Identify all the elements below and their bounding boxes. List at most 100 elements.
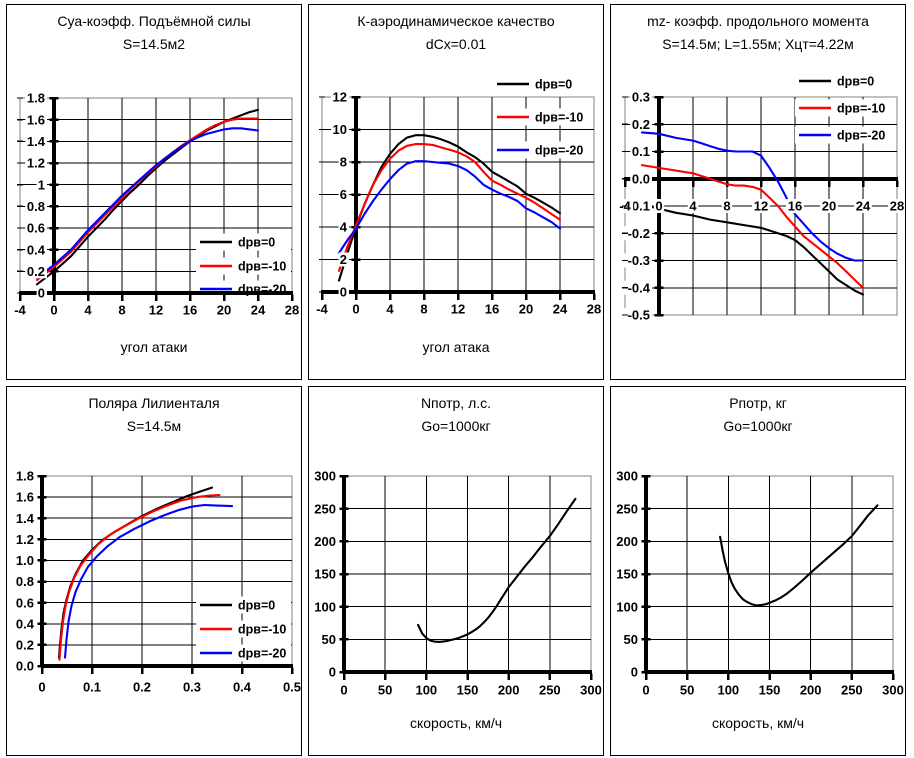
y-axis-tick-label: -0.3 <box>628 253 650 268</box>
chart-title: Nпотр, л.с. <box>420 395 492 411</box>
x-axis-tick-label: 200 <box>800 683 822 698</box>
y-axis-tick-label: 8 <box>340 155 347 170</box>
legend-label: dрв=-20 <box>535 143 583 157</box>
power-required-plot: 0 50 100 150 200 250 300 0 50 100 150 200 250 300 <box>312 469 603 698</box>
series-lines <box>57 486 234 661</box>
y-axis-tick-label: 200 <box>616 534 638 549</box>
x-axis-tick-label: 8 <box>723 199 730 214</box>
y-axis-tick-label: -0.2 <box>628 226 650 241</box>
legend-background <box>196 596 291 662</box>
y-axis-tick-label: 1.8 <box>27 91 45 106</box>
series-lines <box>337 134 562 282</box>
y-axis-tick-label: 0 <box>38 286 45 301</box>
y-axis-tick-label: 250 <box>314 501 336 516</box>
x-axis-tick-label: 4 <box>84 303 92 318</box>
tick-labels: 0 50 100 150 200 250 300 0 50 100 150 200 250 300 <box>312 469 603 698</box>
x-axis-tick-label: 0.5 <box>283 680 301 695</box>
legend: dрв=0 dрв=-10 dрв=-20 <box>799 74 885 142</box>
x-axis-title: скорость, км/ч <box>409 715 503 731</box>
gridlines <box>322 97 594 292</box>
x-axis-tick-label: 20 <box>822 199 836 214</box>
x-axis-tick-label: 150 <box>457 683 479 698</box>
border-tick-marks <box>319 96 325 293</box>
chart-title: Pпотр, кг <box>729 395 787 411</box>
y-axis-tick-label: 300 <box>314 469 336 484</box>
y-axis-tick-label: 0 <box>340 285 347 300</box>
tick-labels: -0.5-0.4-0.3-0.2-0.10.00.10.20.3-4 0 4 8 12 1… <box>616 90 905 323</box>
x-axis-tick-label: 0.3 <box>183 680 201 695</box>
y-axis-tick-label: 1.4 <box>27 134 46 149</box>
chart-title: mz- коэфф. продольного момента <box>647 13 869 29</box>
y-axis-tick-label: 0.4 <box>16 616 35 631</box>
axes <box>320 95 596 300</box>
series-line-2 <box>640 131 865 262</box>
series-lines <box>719 504 879 607</box>
series-line-0 <box>640 203 865 296</box>
x-axis-tick-label: 300 <box>882 683 904 698</box>
x-axis-tick-label: 24 <box>251 303 266 318</box>
x-axis-tick-label: 24 <box>553 302 568 317</box>
x-axis-title: угол атаки <box>120 339 188 355</box>
y-axis-tick-label: -0.4 <box>628 280 651 295</box>
y-axis-tick-label: 0.8 <box>27 199 45 214</box>
y-axis-tick-label: 0.1 <box>632 144 650 159</box>
x-axis-tick-label: 28 <box>890 199 904 214</box>
x-axis-tick-label: 12 <box>149 303 163 318</box>
x-axis-tick-label: 0 <box>38 680 45 695</box>
chart-panel-thrust-required: 0 50 100 150 200 250 300 0 50 100 150 200 250 300 Pпо… <box>610 386 906 756</box>
y-axis-tick-label: 200 <box>314 534 336 549</box>
y-axis-tick-label: 50 <box>624 632 638 647</box>
series-lines <box>417 497 577 643</box>
x-axis-tick-label: 16 <box>485 302 499 317</box>
y-axis-tick-label: 0 <box>631 665 638 680</box>
y-axis-tick-label: 6 <box>340 187 347 202</box>
axes <box>37 474 294 674</box>
series-lines <box>35 108 260 286</box>
x-axis-tick-label: 50 <box>680 683 694 698</box>
y-axis-tick-label: 300 <box>616 469 638 484</box>
legend-label: dрв=-10 <box>837 101 885 115</box>
y-axis-tick-label: 2 <box>340 252 347 267</box>
x-axis-tick-label: 8 <box>420 302 427 317</box>
x-axis-tick-label: 8 <box>118 303 125 318</box>
series-line-0 <box>417 497 577 643</box>
x-axis-title: скорость, км/ч <box>711 715 805 731</box>
chart-subtitle: S=14.5м <box>126 418 182 434</box>
y-axis-tick-label: 100 <box>314 599 336 614</box>
x-axis-tick-label: 16 <box>788 199 802 214</box>
y-axis-tick-label: 10 <box>333 122 347 137</box>
x-axis-tick-label: 12 <box>451 302 465 317</box>
y-axis-tick-label: 0 <box>329 665 336 680</box>
legend-label: dрв=-20 <box>238 646 286 660</box>
chart-panel-aerodynamic-quality: 0 2 4 6 8 10 12 -4 0 4 8 12 16 20 24 28 dрв=0 dрв=-10 dрв=… <box>308 4 604 380</box>
chart-panel-lilienthal-polar: 0.0 0.2 0.4 0.6 0.8 1.0 1.2 1.4 1.6 1.8 0 0.1 0.2 0.3… <box>6 386 302 756</box>
chart-panel-power-required: 0 50 100 150 200 250 300 0 50 100 150 200 250 300 Nпо… <box>308 386 604 756</box>
series-line-2 <box>337 160 562 255</box>
chart-subtitle: Go=1000кг <box>421 418 491 434</box>
cya-lift-plot: 0 0.2 0.4 0.6 0.8 1 1.2 1.4 1.6 1.8 -4 0 4 8 12 16 20 24 2… <box>11 91 301 318</box>
series-line-1 <box>640 164 865 289</box>
chart-subtitle: dCx=0.01 <box>425 36 487 52</box>
y-axis-tick-label: 4 <box>340 220 348 235</box>
series-lines <box>640 131 865 296</box>
x-axis-tick-label: 0.1 <box>83 680 101 695</box>
x-axis-tick-label: 300 <box>580 683 602 698</box>
legend-label: dрв=-10 <box>238 259 286 273</box>
chart-title: К-аэродинамическое качество <box>357 13 555 29</box>
chart-title: Суа-коэфф. Подъёмной силы <box>57 13 251 29</box>
y-axis-tick-label: 0.2 <box>27 264 45 279</box>
chart-panel-cya-lift-coefficient: 0 0.2 0.4 0.6 0.8 1 1.2 1.4 1.6 1.8 -4 0 4 8 12 16 20 24 2… <box>6 4 302 380</box>
y-axis-tick-label: 0.0 <box>16 659 34 674</box>
y-axis-tick-label: 0.4 <box>27 242 46 257</box>
chart-title: Поляра Лилиенталя <box>88 395 220 411</box>
legend-label: dрв=-10 <box>535 110 583 124</box>
y-axis-tick-label: 0.6 <box>27 221 45 236</box>
y-axis-tick-label: 1.2 <box>27 156 45 171</box>
x-axis-tick-label: 16 <box>183 303 197 318</box>
x-axis-tick-label: 100 <box>717 683 739 698</box>
y-axis-tick-label: 0.8 <box>16 574 34 589</box>
x-axis-tick-label: 0 <box>655 199 662 214</box>
y-axis-tick-label: 0.6 <box>16 595 34 610</box>
series-line-0 <box>719 504 879 607</box>
